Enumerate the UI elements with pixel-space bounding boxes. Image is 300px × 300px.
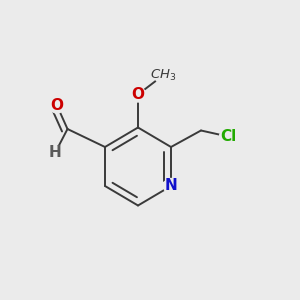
Circle shape <box>50 98 64 113</box>
Circle shape <box>220 128 236 145</box>
Text: Cl: Cl <box>220 129 236 144</box>
Circle shape <box>164 178 178 194</box>
Circle shape <box>154 66 172 84</box>
Circle shape <box>130 87 146 102</box>
Text: O: O <box>131 87 145 102</box>
Text: H: H <box>49 145 62 160</box>
Text: CH$_3$: CH$_3$ <box>150 68 177 82</box>
Circle shape <box>50 146 61 158</box>
Text: O: O <box>50 98 64 113</box>
Text: N: N <box>165 178 177 194</box>
